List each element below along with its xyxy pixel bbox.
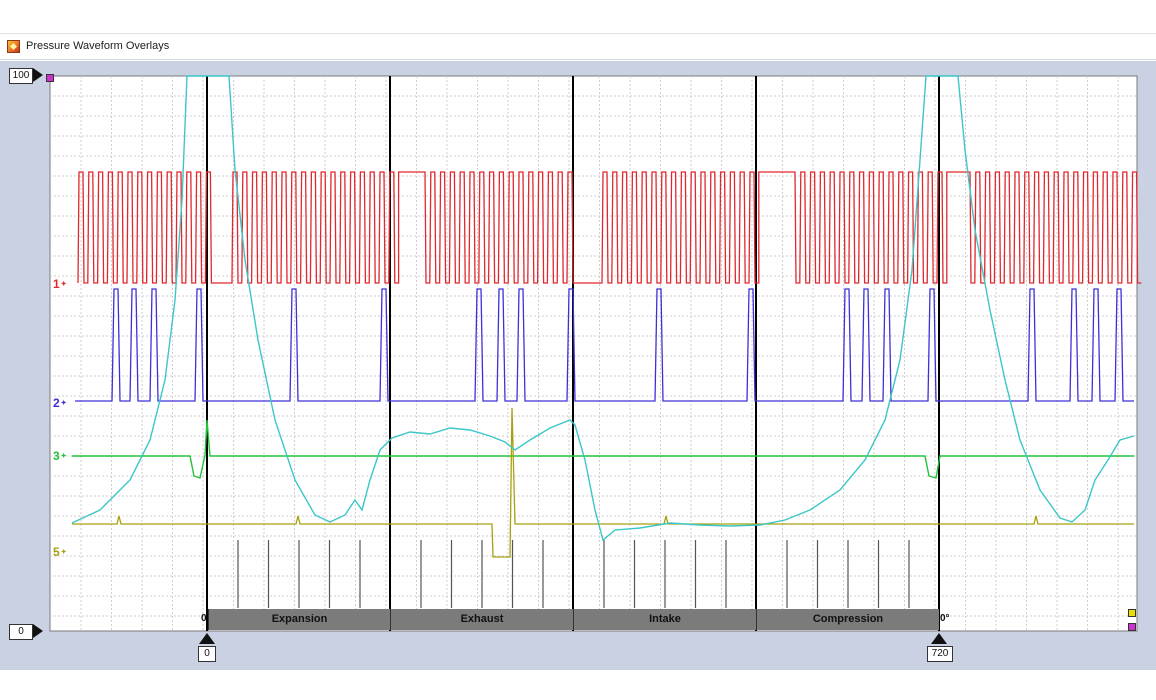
plot-background <box>49 75 1138 632</box>
window-titlebar: Pressure Waveform Overlays <box>0 33 1156 60</box>
waveform-plot[interactable] <box>0 61 1156 670</box>
crank-angle-ticks <box>237 540 910 608</box>
channel-1-label[interactable]: 1✦ <box>53 277 67 292</box>
channel-2-trace <box>75 288 1134 402</box>
channel-2-number: 2 <box>53 396 60 410</box>
x-ruler-left-value[interactable]: 0 <box>198 646 216 662</box>
y-ruler-bottom-arrow-icon[interactable] <box>33 624 43 638</box>
channel-3-trace <box>72 419 1134 479</box>
stroke-band-expansion: Expansion <box>208 609 390 630</box>
window-title: Pressure Waveform Overlays <box>26 40 170 52</box>
stroke-divider-lines <box>206 76 940 631</box>
band-left-edge-label: 0 <box>201 613 207 624</box>
top-left-marker-icon[interactable] <box>46 74 54 82</box>
channel-5-marker-icon: ✦ <box>60 548 67 556</box>
channel-5-label[interactable]: 5✦ <box>53 545 67 560</box>
channel-2-marker-icon: ✦ <box>60 399 67 407</box>
channel-3-number: 3 <box>53 449 60 463</box>
channel-3-marker-icon: ✦ <box>60 452 67 460</box>
stroke-band-compression: Compression <box>756 609 939 630</box>
channel-5-number: 5 <box>53 545 60 559</box>
stroke-band-exhaust: Exhaust <box>390 609 573 630</box>
x-ruler-left-arrow-icon[interactable] <box>199 633 215 644</box>
waveform-app-icon <box>7 40 20 53</box>
channel-2-label[interactable]: 2✦ <box>53 396 67 411</box>
y-ruler-top-arrow-icon[interactable] <box>33 68 43 82</box>
y-ruler-top-value[interactable]: 100 <box>9 68 33 84</box>
channel-5-trace <box>72 407 1134 558</box>
bottom-right-marker-icon[interactable] <box>1128 623 1136 631</box>
x-ruler-right-arrow-icon[interactable] <box>931 633 947 644</box>
traces <box>71 75 1142 558</box>
channel-1-marker-icon: ✦ <box>60 280 67 288</box>
band-right-edge-label: 0° <box>940 613 950 624</box>
stroke-band-intake: Intake <box>573 609 756 630</box>
right-yellow-marker-icon[interactable] <box>1128 609 1136 617</box>
channel-1-trace <box>77 171 1142 284</box>
y-ruler-bottom-value[interactable]: 0 <box>9 624 33 640</box>
scope-view[interactable] <box>0 61 1156 670</box>
x-ruler-right-value[interactable]: 720 <box>927 646 953 662</box>
channel-3-label[interactable]: 3✦ <box>53 449 67 464</box>
channel-1-number: 1 <box>53 277 60 291</box>
pressure-trace <box>71 75 1135 542</box>
